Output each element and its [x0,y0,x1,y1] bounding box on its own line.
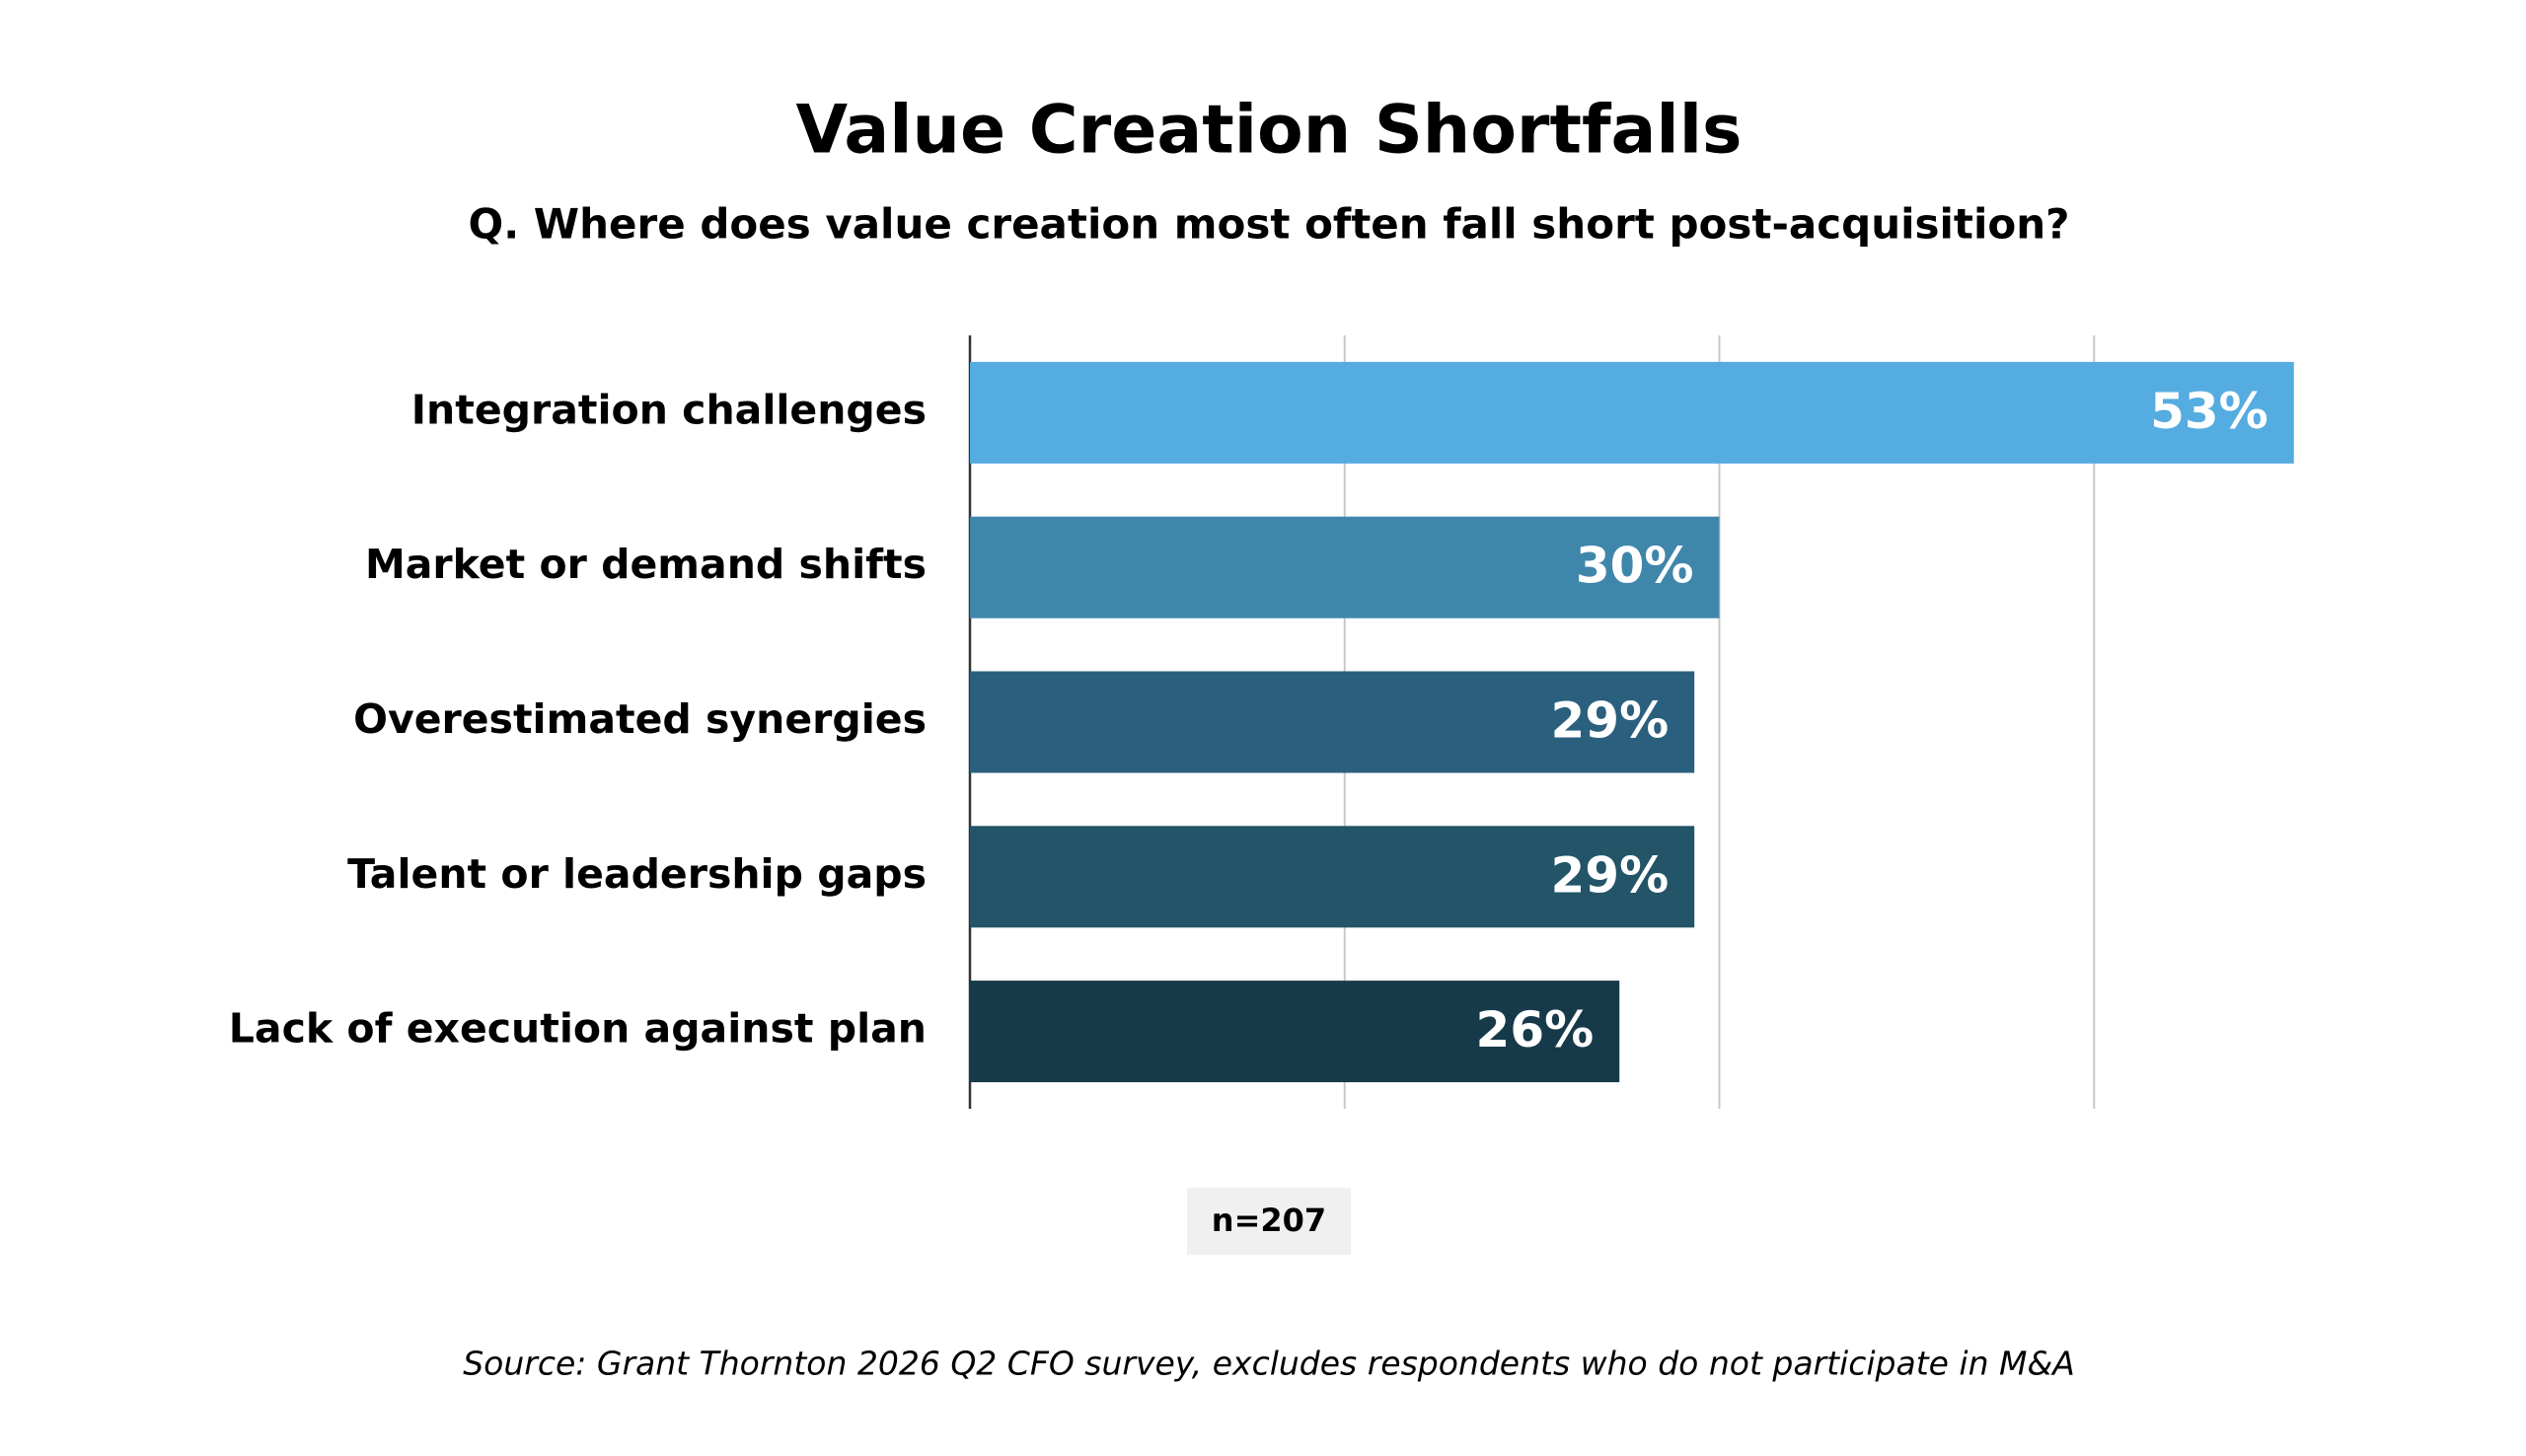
data-label: 29% [1550,846,1669,904]
data-label: 26% [1476,1001,1595,1058]
note: n=207 [1212,1201,1326,1239]
y-tick-label: Integration challenges [411,386,927,433]
bar [970,516,1720,619]
chart-subtitle: Q. Where does value creation most often … [469,200,2070,249]
y-tick-label: Market or demand shifts [365,541,927,588]
bar [970,826,1695,928]
source: Source: Grant Thornton 2026 Q2 CFO surve… [463,1345,2075,1383]
bar [970,671,1695,773]
y-tick-label: Talent or leadership gaps [347,850,927,898]
data-label: 53% [2150,383,2268,440]
bar [970,981,1620,1083]
chart-title: Value Creation Shortfalls [795,92,1742,170]
note-box [1187,1188,1351,1255]
data-label: 29% [1550,692,1669,750]
bar [970,361,2294,464]
y-tick-label: Lack of execution against plan [229,1005,927,1053]
y-tick-label: Overestimated synergies [353,695,927,743]
data-label: 30% [1576,538,1694,595]
